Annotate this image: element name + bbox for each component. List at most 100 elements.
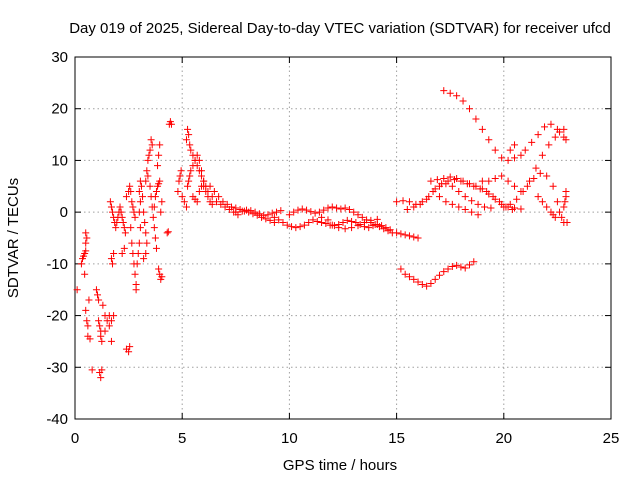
data-point <box>465 180 473 188</box>
data-point <box>73 286 81 294</box>
data-point <box>448 200 456 208</box>
data-point <box>97 374 105 382</box>
data-point <box>534 193 542 201</box>
data-point <box>472 182 480 190</box>
data-point <box>397 230 405 238</box>
data-point <box>296 223 304 231</box>
data-point <box>498 154 506 162</box>
data-point <box>200 177 208 185</box>
data-point <box>435 193 443 201</box>
data-point <box>279 218 287 226</box>
data-point <box>107 317 115 325</box>
data-point <box>268 209 276 217</box>
data-point <box>440 268 448 276</box>
data-point <box>107 255 115 263</box>
data-point <box>98 366 106 374</box>
data-point <box>156 177 164 185</box>
data-point <box>485 177 493 185</box>
data-point <box>459 97 467 105</box>
series-morning-band <box>174 125 285 226</box>
data-point <box>303 206 311 214</box>
data-point <box>440 87 448 95</box>
data-point <box>521 146 529 154</box>
data-point <box>504 156 512 164</box>
data-point <box>136 224 144 232</box>
data-point <box>305 218 313 226</box>
data-point <box>110 250 118 258</box>
data-point <box>468 208 476 216</box>
series-midday-band <box>270 203 422 242</box>
data-point <box>511 204 519 212</box>
data-point <box>116 203 124 211</box>
data-point <box>309 216 317 224</box>
data-point <box>126 343 134 351</box>
data-point <box>260 211 268 219</box>
data-point <box>375 223 383 231</box>
data-point <box>384 227 392 235</box>
plot-frame <box>74 56 612 420</box>
data-point <box>144 172 152 180</box>
data-point <box>560 203 568 211</box>
data-point <box>511 154 519 162</box>
data-point <box>96 322 104 330</box>
data-point <box>167 120 175 128</box>
tick-layer: 0 5 10 15 20 25 -40 -30 -20 -10 0 10 20 30 <box>46 49 619 447</box>
data-point <box>526 177 534 185</box>
series-evening-lower <box>478 125 571 226</box>
data-point <box>140 255 148 263</box>
data-point <box>193 198 201 206</box>
data-point <box>536 169 544 177</box>
data-point <box>343 216 351 224</box>
data-point <box>193 162 201 170</box>
data-point <box>140 208 148 216</box>
data-point <box>563 218 571 226</box>
y-tick-label: 0 <box>60 204 68 221</box>
data-point <box>247 207 255 215</box>
data-point <box>459 177 467 185</box>
data-point <box>318 213 326 221</box>
data-point <box>195 187 203 195</box>
data-point <box>145 151 153 159</box>
data-point <box>107 203 115 211</box>
data-point <box>146 182 154 190</box>
data-point <box>184 182 192 190</box>
data-point <box>120 224 128 232</box>
data-point <box>95 296 103 304</box>
data-point <box>348 224 356 232</box>
data-point <box>83 234 91 242</box>
x-tick-label: 10 <box>281 430 298 447</box>
data-point <box>345 206 353 214</box>
data-point <box>405 198 413 206</box>
data-point <box>228 203 236 211</box>
data-point <box>491 146 499 154</box>
data-point <box>243 206 251 214</box>
data-point <box>189 151 197 159</box>
data-point <box>182 136 190 144</box>
data-point <box>142 250 150 258</box>
data-point <box>184 125 192 133</box>
x-tick-label: 20 <box>495 430 512 447</box>
data-point <box>433 176 441 184</box>
data-point <box>474 211 482 219</box>
data-point <box>435 271 443 279</box>
data-point <box>110 312 118 320</box>
data-point <box>135 187 143 195</box>
data-point <box>485 136 493 144</box>
data-point <box>448 182 456 190</box>
data-point <box>405 273 413 281</box>
data-point <box>208 193 216 201</box>
data-point <box>82 306 90 314</box>
data-point <box>210 187 218 195</box>
data-point <box>133 260 141 268</box>
data-point <box>150 224 158 232</box>
data-point <box>324 204 332 212</box>
data-point <box>453 92 461 100</box>
data-point <box>275 216 283 224</box>
data-point <box>414 234 422 242</box>
data-point <box>266 216 274 224</box>
data-point <box>121 229 129 237</box>
data-point <box>337 205 345 213</box>
data-point <box>215 193 223 201</box>
data-point <box>472 115 480 123</box>
data-point <box>128 198 136 206</box>
